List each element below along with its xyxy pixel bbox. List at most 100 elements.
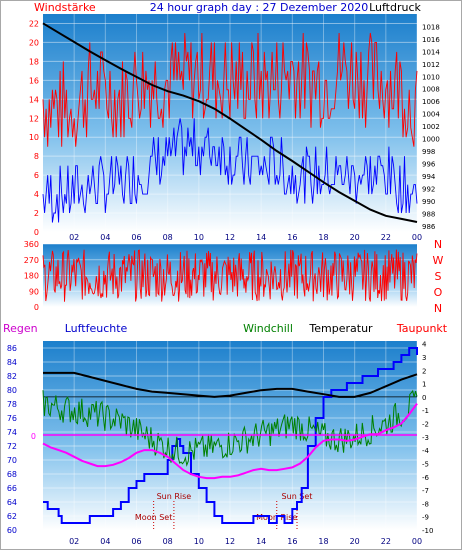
compass-letter: S bbox=[435, 270, 442, 283]
x-tick-label: 06 bbox=[131, 233, 141, 242]
temperatur-tick-label: -8 bbox=[422, 500, 429, 508]
taupunkt-label: Taupunkt bbox=[396, 322, 448, 335]
windstaerke-tick-label: 20 bbox=[29, 38, 39, 47]
luftfeuchte-tick-label: 70 bbox=[7, 456, 17, 465]
luftfeuchte-series bbox=[43, 347, 418, 524]
x-tick-label: 02 bbox=[69, 233, 79, 242]
wind-pressure-x-axis: 02 04 06 08 10 12 14 16 18 20 22 00 bbox=[69, 233, 422, 242]
windstaerke-tick-label: 12 bbox=[29, 114, 39, 123]
luftdruck-tick-label: 986 bbox=[422, 223, 436, 231]
temperatur-tick-label: -7 bbox=[422, 487, 429, 495]
x-tick-label: 08 bbox=[163, 233, 173, 242]
x-tick-label: 16 bbox=[287, 537, 297, 546]
wind-direction-tick-label: 360 bbox=[24, 240, 39, 249]
x-tick-label: 00 bbox=[412, 233, 422, 242]
chart-title: 24 hour graph day : 27 Dezember 2020 bbox=[150, 1, 369, 14]
luftdruck-tick-label: 1000 bbox=[422, 136, 440, 144]
x-tick-label: 02 bbox=[69, 537, 79, 546]
windstaerke-tick-label: 2 bbox=[34, 209, 39, 218]
x-tick-label: 14 bbox=[256, 233, 266, 242]
luftdruck-tick-label: 1002 bbox=[422, 123, 440, 131]
luftfeuchte-tick-label: 86 bbox=[7, 344, 17, 353]
luftdruck-tick-label: 1016 bbox=[422, 36, 440, 44]
x-tick-label: 04 bbox=[100, 233, 110, 242]
windstaerke-tick-label: 22 bbox=[29, 19, 39, 28]
windstaerke-axis: 0 2 4 6 8 10 12 14 16 18 20 22 bbox=[29, 19, 39, 237]
x-tick-label: 20 bbox=[350, 537, 360, 546]
luftdruck-tick-label: 1010 bbox=[422, 73, 440, 81]
luftfeuchte-tick-label: 62 bbox=[7, 512, 17, 521]
wind-direction-tick-label: 180 bbox=[24, 272, 39, 281]
luftdruck-tick-label: 988 bbox=[422, 210, 435, 218]
luftdruck-tick-label: 990 bbox=[422, 198, 435, 206]
luftfeuchte-tick-label: 60 bbox=[7, 526, 17, 535]
wind-direction-tick-label: 270 bbox=[24, 256, 39, 265]
luftdruck-series bbox=[42, 22, 418, 223]
x-tick-label: 22 bbox=[381, 233, 391, 242]
temperatur-tick-label: 3 bbox=[422, 354, 426, 362]
compass-letter: W bbox=[433, 254, 444, 267]
windstaerke-tick-label: 14 bbox=[29, 95, 39, 104]
luftfeuchte-tick-label: 84 bbox=[7, 358, 17, 367]
annotation-label: Sun Rise bbox=[157, 492, 192, 501]
x-tick-label: 12 bbox=[225, 233, 235, 242]
x-tick-label: 20 bbox=[350, 233, 360, 242]
windstaerke-tick-label: 10 bbox=[29, 133, 39, 142]
humidity-temperature-lines bbox=[42, 347, 418, 524]
temperatur-label: Temperatur bbox=[308, 322, 373, 335]
luftfeuchte-tick-label: 78 bbox=[7, 400, 17, 409]
annotation-label: Moon Set bbox=[135, 513, 172, 522]
regen-label: Regen bbox=[3, 322, 38, 335]
wind-pressure-plot-area bbox=[43, 14, 417, 232]
windstaerke-tick-label: 8 bbox=[34, 152, 39, 161]
x-tick-label: 16 bbox=[287, 233, 297, 242]
luftfeuchte-tick-label: 68 bbox=[7, 470, 17, 479]
luftdruck-tick-label: 1006 bbox=[422, 98, 440, 106]
temperatur-tick-label: -5 bbox=[422, 460, 429, 468]
x-tick-label: 12 bbox=[225, 537, 235, 546]
luftfeuchte-tick-label: 64 bbox=[7, 498, 17, 507]
temperatur-tick-label: 1 bbox=[422, 381, 426, 389]
wind-series bbox=[42, 118, 418, 223]
windchill-label: Windchill bbox=[243, 322, 293, 335]
wind-direction-line bbox=[42, 249, 418, 302]
x-tick-label: 06 bbox=[131, 537, 141, 546]
temperatur-tick-label: 2 bbox=[422, 367, 426, 375]
x-tick-label: 14 bbox=[256, 537, 266, 546]
wind-direction-tick-label: 90 bbox=[29, 287, 39, 296]
compass-letter: N bbox=[434, 238, 442, 251]
windstaerke-tick-label: 4 bbox=[34, 190, 39, 199]
compass-letter: N bbox=[434, 302, 442, 315]
windstaerke-tick-label: 6 bbox=[34, 171, 39, 180]
wind-pressure-lines bbox=[42, 22, 418, 223]
luftdruck-tick-label: 1018 bbox=[422, 23, 440, 31]
luftfeuchte-tick-label: 80 bbox=[7, 386, 17, 395]
windstaerke-tick-label: 18 bbox=[29, 57, 39, 66]
temperatur-tick-label: -3 bbox=[422, 434, 429, 442]
regen-zero-label: 0 bbox=[31, 432, 36, 441]
x-tick-label: 18 bbox=[318, 233, 328, 242]
luftfeuchte-tick-label: 82 bbox=[7, 372, 17, 381]
luftdruck-tick-label: 998 bbox=[422, 148, 435, 156]
luftdruck-tick-label: 1004 bbox=[422, 111, 440, 119]
temperatur-tick-label: -1 bbox=[422, 407, 429, 415]
x-tick-label: 04 bbox=[100, 537, 110, 546]
luftfeuchte-tick-label: 72 bbox=[7, 442, 17, 451]
windstaerke-label: Windstärke bbox=[34, 1, 96, 14]
windstaerke-tick-label: 16 bbox=[29, 76, 39, 85]
x-tick-label: 08 bbox=[163, 537, 173, 546]
luftdruck-tick-label: 992 bbox=[422, 185, 435, 193]
temperatur-series bbox=[43, 371, 418, 398]
luftdruck-tick-label: 996 bbox=[422, 160, 436, 168]
temperatur-tick-label: -9 bbox=[422, 514, 429, 522]
luftdruck-tick-label: 1008 bbox=[422, 86, 440, 94]
temperatur-tick-label: -6 bbox=[422, 474, 430, 482]
x-tick-label: 00 bbox=[412, 537, 422, 546]
luftdruck-axis: 986 988 990 992 994 996 998 1000 1002 1004 1006 100… bbox=[422, 23, 440, 230]
wind-direction-tick-label: 0 bbox=[34, 303, 39, 312]
temperatur-tick-label: -4 bbox=[422, 447, 430, 455]
luftdruck-tick-label: 1014 bbox=[422, 48, 440, 56]
wind-direction-series bbox=[42, 249, 418, 302]
